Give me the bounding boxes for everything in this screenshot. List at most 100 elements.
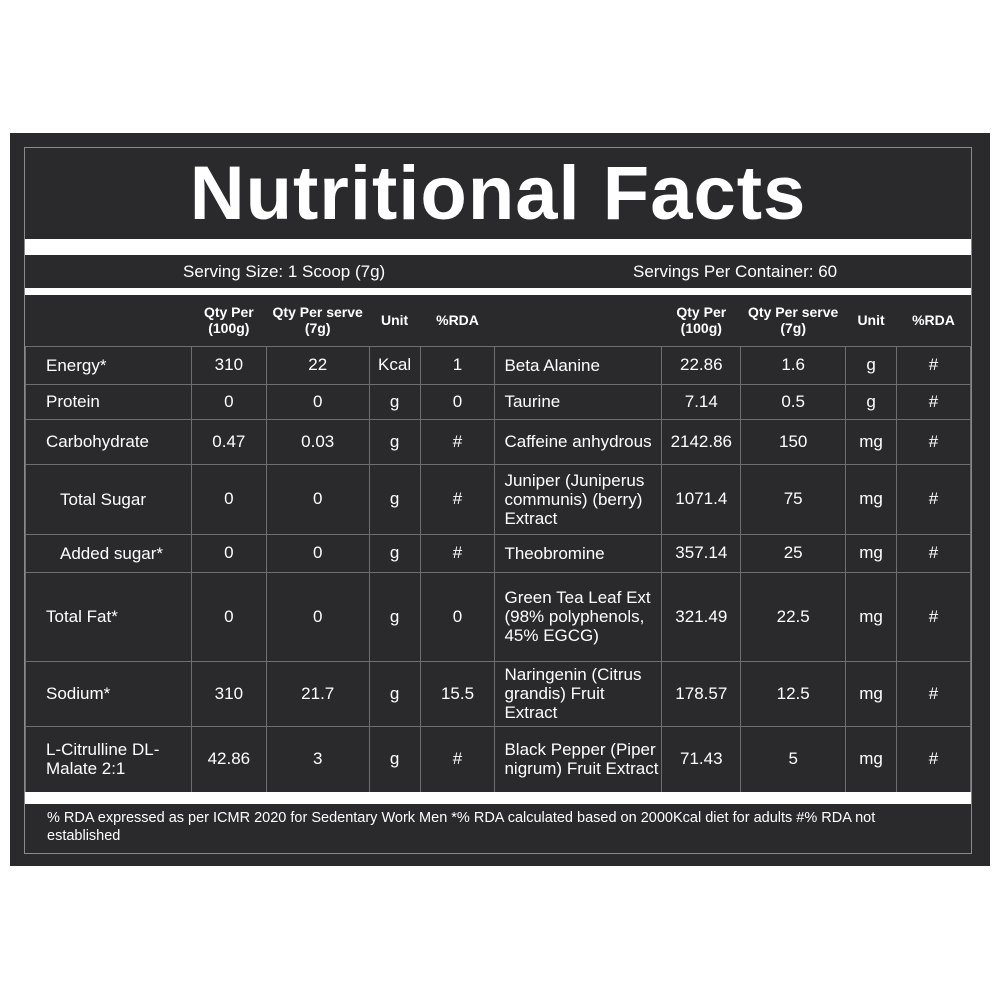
- left-unit: g: [368, 463, 421, 535]
- left-qty-serve: 0: [265, 383, 370, 420]
- right-qty-100g: 357.14: [661, 533, 742, 573]
- table-row: Protein 0 0 g 0 Taurine 7.14 0.5 g #: [25, 383, 971, 420]
- header-qty-serve: Qty Per serve (7g): [272, 304, 363, 337]
- right-qty-serve: 25: [740, 533, 847, 573]
- right-unit: mg: [845, 418, 898, 465]
- left-name: Total Fat*: [25, 571, 192, 662]
- right-qty-serve: 0.5: [740, 383, 847, 420]
- header-qty-100g: Qty Per (100g): [203, 304, 254, 337]
- left-rda: 15.5: [419, 660, 496, 727]
- header-rda: %RDA: [436, 312, 479, 329]
- right-rda: #: [896, 345, 971, 385]
- right-qty-serve: 5: [740, 725, 847, 793]
- right-name: Caffeine anhydrous: [494, 418, 663, 465]
- left-qty-100g: 0: [190, 383, 267, 420]
- left-qty-100g: 0: [190, 571, 267, 662]
- left-unit: g: [368, 660, 421, 727]
- right-qty-serve: 12.5: [740, 660, 847, 727]
- divider: [25, 288, 971, 295]
- right-name: Taurine: [494, 383, 663, 420]
- left-name: Sodium*: [25, 660, 192, 727]
- right-qty-100g: 178.57: [661, 660, 742, 727]
- left-rda: #: [419, 418, 496, 465]
- left-name: Protein: [25, 383, 192, 420]
- left-name: Carbohydrate: [25, 418, 192, 465]
- right-unit: mg: [845, 533, 898, 573]
- right-qty-serve: 75: [740, 463, 847, 535]
- left-unit: g: [368, 725, 421, 793]
- left-rda: #: [419, 533, 496, 573]
- table-row: Carbohydrate 0.47 0.03 g # Caffeine anhydrous…: [25, 418, 971, 465]
- left-qty-100g: 0: [190, 463, 267, 535]
- left-rda: 0: [419, 571, 496, 662]
- left-qty-100g: 0.47: [190, 418, 267, 465]
- servings-per-container: Servings Per Container: 60: [633, 262, 838, 281]
- right-rda: #: [896, 533, 971, 573]
- right-name: Juniper (Juniperus communis) (berry) Ext…: [494, 463, 663, 535]
- right-name: Theobromine: [494, 533, 663, 573]
- left-name: Added sugar*: [25, 533, 192, 573]
- right-qty-100g: 321.49: [661, 571, 742, 662]
- header-qty-100g: Qty Per (100g): [676, 304, 727, 337]
- right-rda: #: [896, 660, 971, 727]
- table-row: Added sugar* 0 0 g # Theobromine 357.14 25 mg #: [25, 533, 971, 573]
- right-unit: mg: [845, 725, 898, 793]
- left-qty-serve: 21.7: [265, 660, 370, 727]
- table-header: Qty Per (100g) Qty Per serve (7g) Unit %…: [26, 295, 971, 346]
- left-qty-serve: 3: [265, 725, 370, 793]
- right-unit: g: [845, 345, 898, 385]
- right-qty-serve: 22.5: [740, 571, 847, 662]
- right-unit: mg: [845, 571, 898, 662]
- right-unit: mg: [845, 660, 898, 727]
- left-unit: g: [368, 383, 421, 420]
- left-name: L-Citrulline DL-Malate 2:1: [25, 725, 192, 793]
- table-row: Total Fat* 0 0 g 0 Green Tea Leaf Ext (98% po…: [25, 571, 971, 662]
- right-name: Green Tea Leaf Ext (98% polyphenols, 45%…: [494, 571, 663, 662]
- footnote: % RDA expressed as per ICMR 2020 for Sed…: [47, 810, 876, 844]
- right-rda: #: [896, 383, 971, 420]
- right-qty-100g: 2142.86: [661, 418, 742, 465]
- left-qty-serve: 0: [265, 571, 370, 662]
- right-rda: #: [896, 725, 971, 793]
- right-unit: g: [845, 383, 898, 420]
- table-row: Total Sugar 0 0 g # Juniper (Juniperus commun…: [25, 463, 971, 535]
- serving-info: Serving Size: 1 Scoop (7g) Servings Per …: [25, 255, 971, 288]
- left-rda: #: [419, 463, 496, 535]
- right-qty-100g: 71.43: [661, 725, 742, 793]
- right-name: Naringenin (Citrus grandis) Fruit Extrac…: [494, 660, 663, 727]
- left-qty-100g: 0: [190, 533, 267, 573]
- header-unit: Unit: [857, 312, 885, 329]
- page-title: Nutritional Facts: [189, 151, 807, 236]
- nutrition-table: Qty Per (100g) Qty Per serve (7g) Unit %…: [25, 295, 971, 793]
- table-row: L-Citrulline DL-Malate 2:1 42.86 3 g # Black …: [25, 725, 971, 793]
- left-qty-serve: 0: [265, 533, 370, 573]
- right-qty-100g: 1071.4: [661, 463, 742, 535]
- divider: [25, 239, 971, 255]
- header-qty-serve: Qty Per serve (7g): [748, 304, 839, 337]
- serving-size: Serving Size: 1 Scoop (7g): [183, 262, 386, 281]
- right-name: Beta Alanine: [494, 345, 663, 385]
- right-rda: #: [896, 571, 971, 662]
- left-rda: 0: [419, 383, 496, 420]
- left-qty-serve: 0: [265, 463, 370, 535]
- right-rda: #: [896, 418, 971, 465]
- left-unit: g: [368, 418, 421, 465]
- header-rda: %RDA: [912, 312, 955, 329]
- left-unit: Kcal: [368, 345, 421, 385]
- left-unit: g: [368, 571, 421, 662]
- left-rda: 1: [419, 345, 496, 385]
- divider: [25, 792, 971, 804]
- left-qty-100g: 42.86: [190, 725, 267, 793]
- left-unit: g: [368, 533, 421, 573]
- right-name: Black Pepper (Piper nigrum) Fruit Extrac…: [494, 725, 663, 793]
- panel-border: Nutritional Facts Serving Size: 1 Scoop …: [24, 147, 972, 854]
- left-qty-serve: 22: [265, 345, 370, 385]
- table-row: Energy* 310 22 Kcal 1 Beta Alanine 22.86 1.6 g #: [25, 345, 971, 385]
- table-row: Sodium* 310 21.7 g 15.5 Naringenin (Citrus gr…: [25, 660, 971, 727]
- left-qty-serve: 0.03: [265, 418, 370, 465]
- right-qty-serve: 1.6: [740, 345, 847, 385]
- header-unit: Unit: [380, 312, 409, 329]
- left-name: Energy*: [25, 345, 192, 385]
- right-qty-100g: 7.14: [661, 383, 742, 420]
- right-qty-100g: 22.86: [661, 345, 742, 385]
